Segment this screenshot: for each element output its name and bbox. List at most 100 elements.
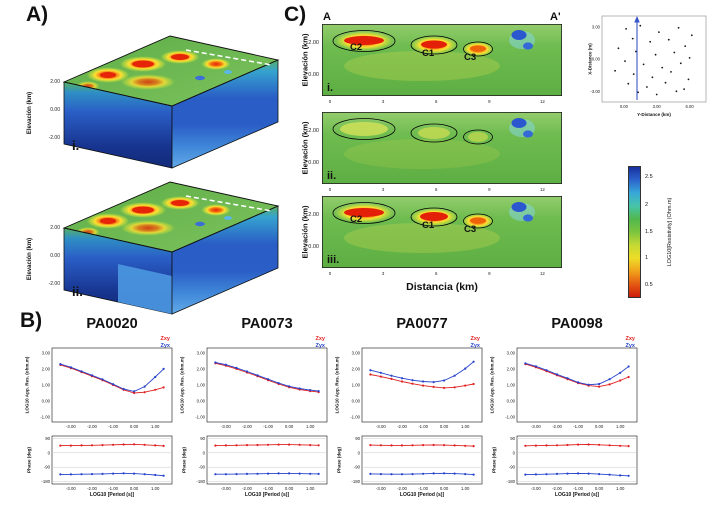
apparent-resistivity-plot: -3.00 -2.00 -1.00 0.00 1.00 3.00 2.00 1.00 0.00 -… bbox=[505, 347, 638, 429]
station-map-panel: 0.00 3.00 6.00 3.00 0.00 -3.00 Y-Distance (km… bbox=[586, 14, 712, 128]
svg-text:0.00: 0.00 bbox=[130, 424, 139, 429]
svg-text:3.00: 3.00 bbox=[507, 350, 516, 355]
apparent-resistivity-plot: -3.00 -2.00 -1.00 0.00 1.00 3.00 2.00 1.00 0.00 -… bbox=[195, 347, 328, 429]
rho-ylabel: LOG10 App. Res. (ohm.m) bbox=[179, 356, 185, 414]
cross-section-i: 0 3 6 9 12 bbox=[322, 24, 562, 104]
phase-plot: -3.00 -2.00 -1.00 0.00 1.00 90 0 -90 -180 bbox=[506, 435, 638, 491]
phase-ylabel: Phase (deg) bbox=[491, 446, 497, 474]
svg-text:0.00: 0.00 bbox=[440, 424, 449, 429]
svg-text:0: 0 bbox=[48, 450, 51, 455]
colorbar-panel: 2.5 2 1.5 1 0.5 LOG10[Resistivity] (Ohm.… bbox=[622, 164, 694, 306]
svg-text:-2.00: -2.00 bbox=[552, 424, 562, 429]
legend-zxy: Zxy bbox=[625, 336, 635, 342]
svg-text:6: 6 bbox=[435, 187, 438, 192]
svg-text:0.00: 0.00 bbox=[507, 399, 516, 404]
svg-text:2.00: 2.00 bbox=[507, 366, 516, 371]
phase-plot: -3.00 -2.00 -1.00 0.00 1.00 90 0 -90 -180 bbox=[196, 435, 328, 491]
svg-text:-1.00: -1.00 bbox=[505, 415, 515, 420]
colorbar-tick: 2.5 bbox=[645, 174, 653, 180]
block-ii-ytick: -2.00 bbox=[48, 281, 60, 287]
svg-text:0.00: 0.00 bbox=[440, 486, 449, 491]
svg-text:0.00: 0.00 bbox=[130, 486, 139, 491]
section-ii-ytick: 0.00 bbox=[308, 160, 319, 166]
svg-text:1.00: 1.00 bbox=[352, 383, 361, 388]
map-yaxis-label: X-Distance (m) bbox=[587, 43, 593, 75]
svg-text:-90: -90 bbox=[44, 465, 51, 470]
svg-text:-1.00: -1.00 bbox=[108, 486, 118, 491]
svg-text:-2.00: -2.00 bbox=[242, 486, 252, 491]
legend-zyx: Zyx bbox=[160, 343, 170, 349]
svg-text:-3.00: -3.00 bbox=[66, 424, 76, 429]
svg-text:3.00: 3.00 bbox=[592, 24, 601, 29]
svg-text:9: 9 bbox=[488, 271, 491, 276]
svg-text:-3.00: -3.00 bbox=[66, 486, 76, 491]
svg-text:0: 0 bbox=[329, 187, 332, 192]
svg-text:2.00: 2.00 bbox=[42, 366, 51, 371]
svg-text:-1.00: -1.00 bbox=[573, 486, 583, 491]
svg-text:-2.00: -2.00 bbox=[397, 424, 407, 429]
block-3d-svg-ii bbox=[62, 181, 280, 315]
station-column-pa0073: PA0073 Zxy Zyx LOG10 App. Res. (ohm.m) -… bbox=[177, 316, 332, 513]
block-ii-ytick: 0.00 bbox=[50, 253, 60, 259]
block-i-ylabel: Elevación (km) bbox=[27, 91, 33, 135]
svg-text:-180: -180 bbox=[506, 479, 515, 484]
rho-ylabel: LOG10 App. Res. (ohm.m) bbox=[334, 356, 340, 414]
svg-text:3: 3 bbox=[382, 271, 385, 276]
block-top-surface bbox=[64, 182, 278, 252]
section-xaxis-label: Distancia (km) bbox=[406, 281, 478, 293]
apparent-resistivity-plot: -3.00 -2.00 -1.00 0.00 1.00 3.00 2.00 1.00 0.00 -… bbox=[40, 347, 173, 429]
panel-c-label: C) bbox=[284, 3, 307, 26]
svg-text:2.00: 2.00 bbox=[197, 366, 206, 371]
svg-text:1.00: 1.00 bbox=[616, 486, 625, 491]
svg-text:1.00: 1.00 bbox=[151, 424, 160, 429]
svg-text:-1.00: -1.00 bbox=[40, 415, 50, 420]
svg-text:90: 90 bbox=[355, 436, 360, 441]
svg-text:-3.00: -3.00 bbox=[376, 424, 386, 429]
svg-text:90: 90 bbox=[200, 436, 205, 441]
station-title: PA0073 bbox=[241, 316, 293, 332]
svg-text:3.00: 3.00 bbox=[197, 350, 206, 355]
section-iii-ytick: 0.00 bbox=[308, 244, 319, 250]
period-xlabel: LOG10 [Period (s)] bbox=[244, 492, 290, 498]
station-map-plot: 0.00 3.00 6.00 3.00 0.00 -3.00 bbox=[590, 15, 707, 109]
station-title: PA0020 bbox=[86, 316, 138, 332]
svg-text:9: 9 bbox=[488, 99, 491, 104]
colorbar-tick: 1.5 bbox=[645, 229, 653, 235]
svg-text:9: 9 bbox=[488, 187, 491, 192]
svg-text:0.00: 0.00 bbox=[595, 486, 604, 491]
block-i-ytick: -2.00 bbox=[48, 135, 60, 141]
svg-text:3.00: 3.00 bbox=[352, 350, 361, 355]
svg-text:-2.00: -2.00 bbox=[397, 486, 407, 491]
legend-zxy: Zxy bbox=[470, 336, 480, 342]
section-anomalies bbox=[332, 118, 535, 169]
rho-ylabel: LOG10 App. Res. (ohm.m) bbox=[489, 356, 495, 414]
svg-text:-1.00: -1.00 bbox=[350, 415, 360, 420]
svg-text:-2.00: -2.00 bbox=[242, 424, 252, 429]
svg-text:1.00: 1.00 bbox=[306, 486, 315, 491]
station-column-pa0077: PA0077 Zxy Zyx LOG10 App. Res. (ohm.m) -… bbox=[332, 316, 487, 513]
svg-text:-90: -90 bbox=[354, 465, 361, 470]
colorbar-title: LOG10[Resistivity] (Ohm.m) bbox=[667, 197, 673, 267]
svg-text:12: 12 bbox=[540, 271, 545, 276]
block-3d-svg-i bbox=[62, 35, 280, 169]
svg-text:0.00: 0.00 bbox=[197, 399, 206, 404]
block-i-label: i. bbox=[72, 138, 80, 153]
svg-text:-3.00: -3.00 bbox=[221, 486, 231, 491]
svg-text:0: 0 bbox=[329, 271, 332, 276]
apparent-resistivity-plot: -3.00 -2.00 -1.00 0.00 1.00 3.00 2.00 1.00 0.00 -… bbox=[350, 347, 483, 429]
profile-end-label: A' bbox=[550, 11, 561, 23]
svg-text:-1.00: -1.00 bbox=[573, 424, 583, 429]
section-i-label: i. bbox=[327, 82, 334, 94]
block-i-ytick: 0.00 bbox=[50, 107, 60, 113]
svg-text:12: 12 bbox=[540, 99, 545, 104]
svg-text:-1.00: -1.00 bbox=[195, 415, 205, 420]
rho-ylabel: LOG10 App. Res. (ohm.m) bbox=[24, 356, 30, 414]
svg-text:90: 90 bbox=[45, 436, 50, 441]
block-ii-label: ii. bbox=[72, 284, 83, 299]
svg-text:0.00: 0.00 bbox=[352, 399, 361, 404]
station-column-pa0020: PA0020 Zxy Zyx LOG10 App. Res. (ohm.m) -… bbox=[22, 316, 177, 513]
svg-text:-1.00: -1.00 bbox=[263, 424, 273, 429]
colorbar-tick: 1 bbox=[645, 255, 649, 261]
period-xlabel: LOG10 [Period (s)] bbox=[89, 492, 135, 498]
